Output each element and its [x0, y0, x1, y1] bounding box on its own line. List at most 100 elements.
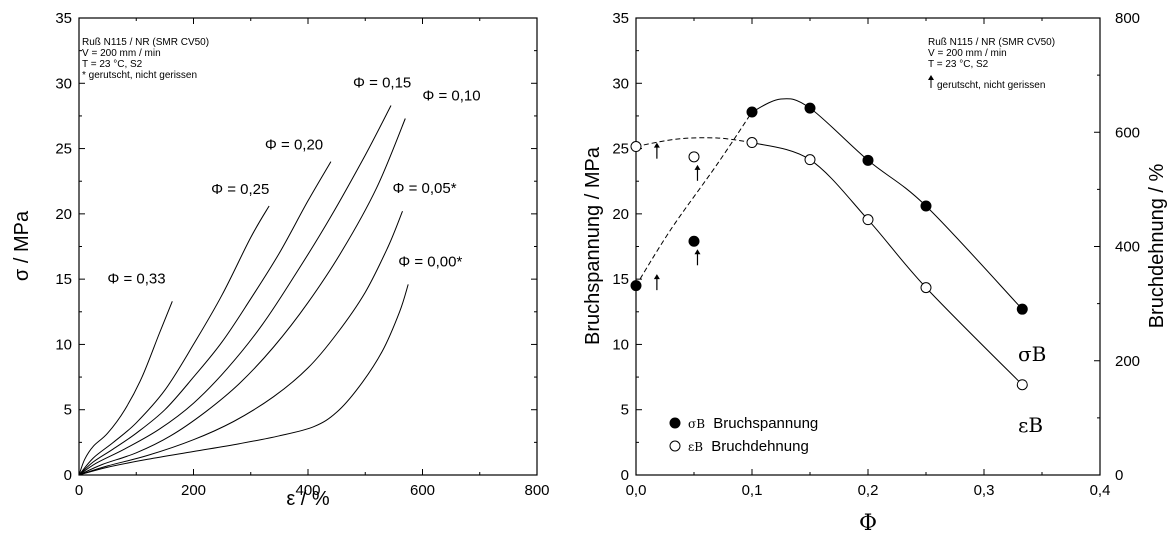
sigma-point	[746, 106, 758, 118]
y-tick-label: 30	[612, 75, 629, 92]
curve-line	[78, 211, 403, 476]
curve-line	[78, 301, 173, 476]
epsilon-point	[630, 141, 642, 153]
y2-axis-label-right: Bruchdehnung / %	[1146, 164, 1168, 329]
note-material-right: Ruß N115 / NR (SMR CV50)	[928, 37, 1055, 48]
curve-label: Φ = 0,33	[107, 270, 165, 287]
slipped-arrows	[653, 142, 701, 291]
x-tick-label: 800	[524, 482, 549, 499]
note-material-left: Ruß N115 / NR (SMR CV50)	[82, 37, 209, 48]
note-slipped-left: * gerutscht, nicht gerissen	[82, 70, 197, 81]
y-tick-label: 10	[55, 336, 72, 353]
sigma-fit-dashed	[635, 111, 753, 286]
fit-curves-right	[635, 98, 1023, 386]
epsilon-point	[862, 214, 874, 226]
curves-left	[78, 105, 409, 476]
break-properties-chart: 0,0 0,1 0,2 0,3 0,4 0 5 10 15 20 25 30 35 0 200 400 60…	[582, 10, 1168, 533]
x-axis-label-right: Φ	[859, 511, 877, 533]
y2-tick-label: 200	[1115, 353, 1140, 370]
note-temperature-right: T = 23 °C, S2	[928, 59, 989, 70]
y-axis-ticks-left: 0 5 10 15 20 25 30 35	[55, 10, 537, 484]
curve-label-epsilon: εB	[1018, 413, 1043, 437]
up-arrow-icon	[694, 164, 701, 181]
curve-line	[78, 161, 332, 476]
y-tick-label: 35	[55, 10, 72, 27]
up-arrow-icon	[653, 274, 660, 291]
y-tick-label: 15	[55, 271, 72, 288]
annotation-right: Ruß N115 / NR (SMR CV50) V = 200 mm / mi…	[928, 37, 1055, 91]
y2-tick-label: 600	[1115, 124, 1140, 141]
y-tick-label: 20	[55, 206, 72, 223]
x-tick-label: 0,3	[974, 482, 995, 499]
epsilon-point	[804, 154, 816, 166]
epsilon-fit-dashed	[635, 137, 753, 147]
note-slipped-right: gerutscht, nicht gerissen	[937, 80, 1045, 91]
curve-labels-left: Φ = 0,33 Φ = 0,25 Φ = 0,20 Φ = 0,15 Φ = 0,10…	[107, 74, 480, 287]
x-tick-label: 0	[75, 482, 83, 499]
legend: σB Bruchspannung εB Bruchdehnung	[669, 415, 818, 455]
note-speed-right: V = 200 mm / min	[928, 48, 1007, 59]
sigma-point	[862, 154, 874, 166]
curve-label: Φ = 0,00*	[398, 253, 462, 270]
y-tick-label: 25	[612, 141, 629, 158]
curve-label-sigma: σB	[1018, 342, 1046, 366]
x-tick-label: 0,2	[858, 482, 879, 499]
legend-label-sigma: σB Bruchspannung	[688, 415, 818, 432]
curve-line	[78, 105, 392, 476]
curve-label: Φ = 0,25	[211, 181, 269, 198]
x-axis-label-left: ε / %	[286, 488, 330, 510]
note-temperature-left: T = 23 °C, S2	[82, 59, 143, 70]
sigma-point	[630, 280, 642, 292]
sigma-point	[920, 200, 932, 212]
y2-tick-label: 0	[1115, 467, 1123, 484]
epsilon-point	[746, 137, 758, 149]
x-tick-label: 600	[410, 482, 435, 499]
y-tick-label: 0	[621, 467, 629, 484]
sigma-fit-solid	[751, 98, 1023, 310]
y-tick-label: 5	[621, 402, 629, 419]
y-tick-label: 20	[612, 206, 629, 223]
curve-line	[78, 284, 409, 476]
sigma-point	[804, 102, 816, 114]
x-axis-ticks-right: 0,0 0,1 0,2 0,3 0,4	[626, 18, 1111, 499]
y-tick-label: 15	[612, 271, 629, 288]
x-tick-label: 0,4	[1090, 482, 1111, 499]
y-tick-label: 25	[55, 141, 72, 158]
y-axis-label-right: Bruchspannung / MPa	[582, 146, 604, 345]
y-tick-label: 0	[64, 467, 72, 484]
up-arrow-icon	[694, 249, 701, 266]
annotation-left: Ruß N115 / NR (SMR CV50) V = 200 mm / mi…	[82, 37, 209, 81]
legend-marker-filled	[669, 417, 681, 429]
y2-axis-ticks-right: 0 200 400 600 800	[1094, 10, 1140, 484]
up-arrow-icon	[653, 142, 660, 159]
y-tick-label: 30	[55, 75, 72, 92]
curve-label: Φ = 0,15	[353, 74, 411, 91]
y-axis-ticks-right: 0 5 10 15 20 25 30 35	[612, 10, 642, 484]
curve-line	[78, 205, 270, 476]
curve-line	[78, 118, 406, 476]
curve-label: Φ = 0,20	[265, 137, 323, 154]
data-points-right	[630, 102, 1028, 391]
up-arrow-icon	[928, 75, 934, 88]
y-axis-label-left: σ / MPa	[11, 210, 33, 281]
y-tick-label: 10	[612, 336, 629, 353]
epsilon-point	[920, 282, 932, 294]
sigma-point	[688, 235, 700, 247]
sigma-point	[1016, 303, 1028, 315]
y2-tick-label: 800	[1115, 10, 1140, 27]
x-tick-label: 200	[181, 482, 206, 499]
epsilon-point	[688, 151, 700, 163]
epsilon-fit-solid	[751, 142, 1023, 386]
legend-label-epsilon: εB Bruchdehnung	[688, 438, 809, 455]
y-tick-label: 35	[612, 10, 629, 27]
epsilon-point	[1016, 379, 1028, 391]
y-tick-label: 5	[64, 402, 72, 419]
curve-label: Φ = 0,10	[422, 88, 480, 105]
note-speed-left: V = 200 mm / min	[82, 48, 161, 59]
x-tick-label: 0,0	[626, 482, 647, 499]
y2-tick-label: 400	[1115, 239, 1140, 256]
x-axis-ticks-left: 0 200 400 600 800	[75, 18, 550, 499]
x-tick-label: 400	[295, 482, 320, 499]
